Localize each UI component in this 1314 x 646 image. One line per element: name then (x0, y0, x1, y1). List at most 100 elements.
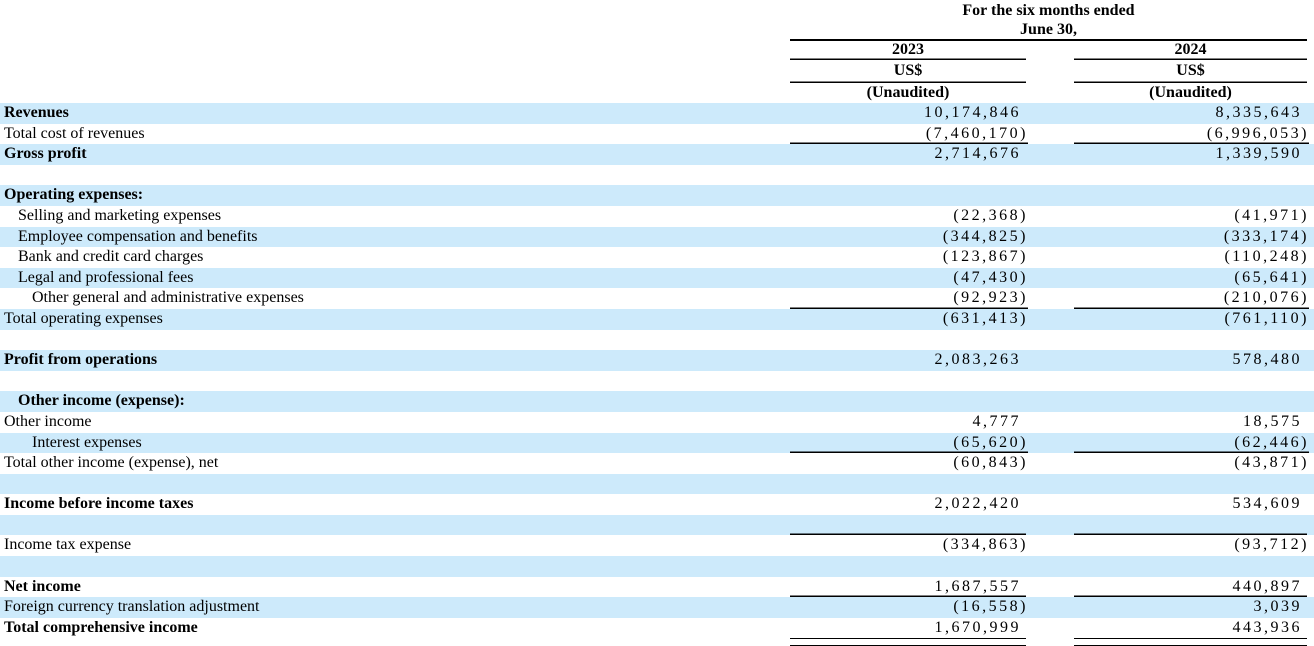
table-row: Profit from operations 2,083,263 578,480 (0, 350, 1314, 371)
value-2024-cell (1074, 391, 1307, 412)
table-row: Total cost of revenues (7,460,170) (6,99… (0, 124, 1314, 145)
table-row: Income tax expense (334,863) (93,712) (0, 535, 1314, 556)
value-2024-cell (1074, 474, 1307, 495)
row-label: Foreign currency translation adjustment (4, 598, 260, 616)
value-2024-cell: (41,971) (1234, 206, 1309, 224)
row-label (0, 371, 790, 392)
value-2023-cell: (123,867) (942, 248, 1028, 266)
value-2024-cell (1074, 185, 1307, 206)
table-row: Revenues 10,174,846 8,335,643 (0, 103, 1314, 124)
value-2023-cell: 2,083,263 (934, 351, 1021, 369)
table-row: Bank and credit card charges (123,867) (… (0, 247, 1314, 268)
year-2023-header: 2023 (790, 41, 1026, 60)
value-2024-cell: (761,110) (1224, 309, 1309, 327)
value-2023-cell: (47,430) (953, 268, 1028, 286)
value-2024-cell: (333,174) (1223, 227, 1309, 245)
value-2023-cell: (7,460,170) (790, 124, 1028, 145)
value-2024-cell: (43,871) (1234, 454, 1309, 472)
table-row: Net income 1,687,557 440,897 (0, 577, 1314, 598)
value-2024-cell: 3,039 (1253, 598, 1302, 616)
row-label: Bank and credit card charges (18, 248, 204, 266)
table-row: Other general and administrative expense… (0, 288, 1314, 309)
table-row: Legal and professional fees (47,430) (65… (0, 267, 1314, 289)
value-2024-cell: 443,936 (1074, 618, 1307, 646)
row-label: Total other income (expense), net (4, 454, 219, 472)
currency-2023-header: US$ (790, 60, 1026, 83)
table-header: For the six months ended June 30, 2023 2… (0, 0, 1314, 103)
value-2024-cell: 8,335,643 (1215, 104, 1302, 121)
period-header-row: For the six months ended June 30, (0, 0, 1314, 41)
year-header-row: 2023 2024 (0, 41, 1314, 60)
value-2023-cell: (344,825) (942, 227, 1028, 245)
value-2023-cell (790, 391, 1026, 412)
table-row: Total comprehensive income 1,670,999 443… (0, 618, 1314, 646)
value-2024-cell (1074, 556, 1307, 577)
unaudited-header-row: (Unaudited) (Unaudited) (0, 83, 1314, 103)
table-row: Income before income taxes 2,022,420 534… (0, 494, 1314, 515)
row-label: Interest expenses (32, 433, 142, 451)
value-2024-cell: (62,446) (1074, 433, 1309, 454)
value-2023-cell (790, 474, 1026, 495)
currency-2024-header: US$ (1074, 60, 1307, 83)
row-label: Selling and marketing expenses (18, 206, 222, 224)
unaudited-2024-header: (Unaudited) (1149, 84, 1232, 101)
value-2024-cell: 1,339,590 (1215, 145, 1302, 163)
value-2023-cell: (334,863) (942, 536, 1028, 554)
row-label: Total cost of revenues (4, 124, 145, 142)
year-2024-header: 2024 (1074, 41, 1307, 60)
value-2023-cell: (92,923) (790, 288, 1028, 309)
row-label (0, 330, 790, 351)
value-2023-cell (790, 371, 1026, 392)
value-2023-cell: 1,670,999 (790, 618, 1026, 646)
table-row: Total other income (expense), net (60,84… (0, 453, 1314, 474)
row-label (0, 556, 790, 577)
row-label (0, 165, 790, 186)
table-row: Employee compensation and benefits (344,… (0, 226, 1314, 248)
table-row (0, 556, 1314, 577)
value-2023-cell: (16,558) (953, 598, 1028, 616)
value-2024-cell: 578,480 (1232, 351, 1302, 369)
table-row: Interest expenses (65,620) (62,446) (0, 432, 1314, 454)
row-label: Income before income taxes (4, 495, 194, 513)
value-2023-cell: 1,687,557 (790, 577, 1026, 598)
currency-header-row: US$ US$ (0, 60, 1314, 83)
table-row: Operating expenses: (0, 185, 1314, 206)
row-label: Legal and professional fees (18, 268, 194, 286)
row-label: Total operating expenses (4, 309, 163, 327)
table-row: Gross profit 2,714,676 1,339,590 (0, 144, 1314, 165)
row-label: Profit from operations (4, 351, 158, 369)
value-2023-cell: (22,368) (953, 206, 1028, 224)
period-line-1: For the six months ended (962, 2, 1135, 19)
table-row (0, 473, 1314, 495)
row-label: Other income (4, 412, 92, 430)
table-body: Revenues 10,174,846 8,335,643 Total cost… (0, 103, 1314, 646)
period-header: For the six months ended June 30, (790, 0, 1307, 41)
row-label: Operating expenses: (4, 186, 144, 204)
value-2023-cell: 10,174,846 (924, 104, 1021, 121)
value-2024-cell: 18,575 (1243, 412, 1302, 430)
value-2023-cell: 2,714,676 (934, 145, 1021, 163)
row-label: Total comprehensive income (4, 618, 198, 636)
value-2023-cell (790, 515, 1026, 536)
row-label (0, 474, 790, 495)
row-label: Revenues (4, 104, 69, 121)
row-label: Income tax expense (4, 536, 132, 554)
table-row (0, 330, 1314, 351)
row-label: Other general and administrative expense… (32, 289, 304, 307)
value-2024-cell (1074, 515, 1307, 536)
table-row: Other income 4,777 18,575 (0, 412, 1314, 433)
value-2023-cell (790, 185, 1026, 206)
value-2023-cell (790, 556, 1026, 577)
value-2023-cell: (65,620) (790, 433, 1028, 454)
table-row: Total operating expenses (631,413) (761,… (0, 308, 1314, 330)
value-2024-cell: (65,641) (1234, 268, 1309, 286)
value-2024-cell: 440,897 (1074, 577, 1307, 598)
value-2024-cell: (6,996,053) (1074, 124, 1309, 145)
value-2023-cell: (60,843) (953, 454, 1028, 472)
value-2024-cell: (210,076) (1074, 288, 1309, 309)
table-row (0, 371, 1314, 392)
row-label: Employee compensation and benefits (18, 227, 258, 245)
table-row: Other income (expense): (0, 391, 1314, 412)
value-2024-cell (1074, 330, 1307, 351)
